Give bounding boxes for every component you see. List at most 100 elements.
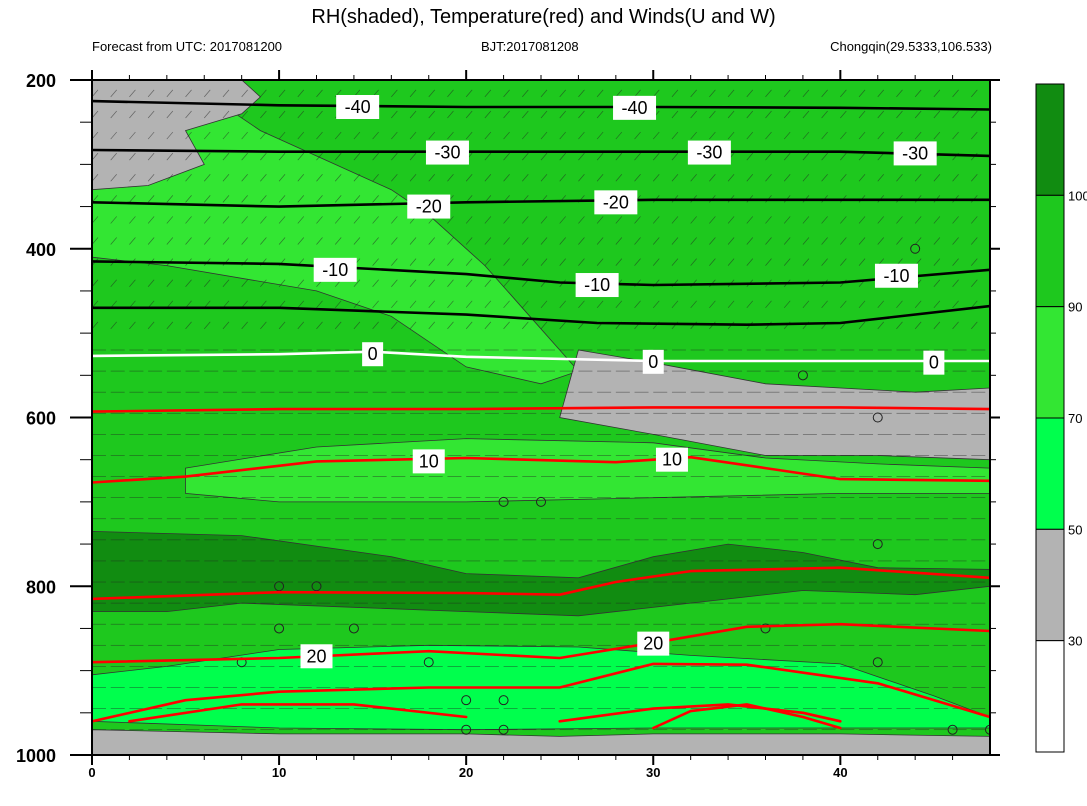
wind-barb	[185, 321, 192, 330]
contour-label-box	[874, 263, 918, 288]
wind-barb	[278, 279, 286, 287]
wind-barb	[596, 89, 604, 98]
wind-barb	[783, 131, 791, 140]
wind-barb	[952, 174, 959, 182]
wind-barb	[278, 195, 286, 203]
contour-label-box	[300, 644, 333, 669]
wind-barb	[353, 131, 361, 140]
wind-barbs	[92, 89, 990, 735]
wind-barb	[147, 321, 155, 330]
calm-wind-marker	[536, 496, 546, 507]
wind-barb	[522, 89, 529, 98]
rh-region-grey-mid-right	[559, 349, 990, 461]
wind-barb	[428, 131, 436, 140]
wind-barb	[559, 131, 566, 140]
wind-barb	[783, 258, 791, 266]
wind-barb	[522, 216, 529, 224]
wind-barb	[503, 216, 510, 224]
wind-barb	[297, 300, 305, 309]
wind-barb	[447, 216, 454, 224]
wind-barb	[559, 300, 566, 309]
wind-barb	[447, 174, 454, 182]
wind-barb	[578, 131, 585, 140]
wind-barb	[428, 300, 436, 309]
wind-barb	[316, 174, 323, 182]
calm-wind-marker	[348, 623, 359, 634]
wind-barb	[709, 110, 716, 119]
contour-label-box	[637, 631, 670, 656]
wind-barb	[147, 152, 155, 161]
wind-barb	[634, 131, 641, 140]
wind-barb	[578, 110, 585, 119]
wind-barb	[783, 174, 791, 182]
contour-label-box	[313, 257, 357, 282]
wind-barb	[166, 152, 174, 161]
wind-barb	[503, 279, 510, 287]
wind-barb	[334, 131, 342, 140]
contour-label: 20	[306, 646, 326, 666]
wind-barb	[222, 89, 230, 98]
wind-barb	[522, 152, 529, 161]
wind-barb	[933, 300, 941, 309]
wind-barb	[203, 279, 211, 287]
wind-barb	[690, 110, 697, 119]
wind-barb	[447, 131, 454, 140]
wind-barb	[821, 237, 828, 245]
contour-label-box	[594, 190, 638, 215]
wind-barb	[671, 300, 679, 309]
contour-label: -20	[603, 192, 629, 212]
wind-barb	[821, 300, 828, 309]
wind-barb	[147, 131, 155, 140]
wind-barb	[802, 152, 810, 161]
contour-label: -30	[902, 143, 928, 163]
wind-barb	[971, 237, 978, 245]
wind-barb	[634, 300, 641, 309]
temperature-contour	[92, 350, 990, 363]
colorbar-segment	[1035, 640, 1065, 753]
wind-barb	[447, 258, 454, 266]
wind-barb	[671, 110, 679, 119]
wind-barb	[971, 258, 978, 266]
wind-barb	[409, 321, 417, 330]
colorbar-tick-label: 100	[1068, 188, 1087, 203]
wind-barb	[933, 321, 941, 330]
wind-barb	[222, 195, 230, 203]
wind-barb	[877, 174, 885, 182]
wind-barb	[278, 152, 286, 161]
wind-barb	[540, 152, 548, 161]
contour-label: -20	[416, 197, 442, 217]
wind-barb	[372, 258, 379, 266]
wind-barb	[278, 174, 286, 182]
wind-barb	[185, 131, 192, 140]
wind-barb	[877, 300, 885, 309]
rh-region-grey-upper-left	[92, 80, 261, 191]
wind-barb	[933, 131, 941, 140]
wind-barb	[316, 195, 323, 203]
wind-barb	[522, 131, 529, 140]
wind-barb	[372, 321, 379, 330]
wind-barb	[765, 237, 772, 245]
wind-barb	[391, 279, 398, 287]
wind-barb	[746, 131, 754, 140]
wind-barb	[971, 300, 978, 309]
wind-barb	[559, 89, 566, 98]
calm-wind-marker	[423, 657, 434, 668]
wind-barb	[260, 131, 267, 140]
wind-barb	[241, 216, 248, 224]
wind-barb	[765, 216, 772, 224]
temperature-contour	[92, 260, 990, 287]
wind-barb	[166, 279, 174, 287]
wind-barb	[690, 258, 697, 266]
contour-label-box	[575, 273, 619, 298]
wind-barb	[297, 131, 305, 140]
wind-barb	[746, 258, 754, 266]
wind-barb	[353, 195, 361, 203]
wind-barb	[821, 110, 828, 119]
wind-barb	[783, 89, 791, 98]
wind-barb	[316, 89, 323, 98]
wind-barb	[503, 152, 510, 161]
wind-barb	[278, 131, 286, 140]
wind-barb	[166, 195, 174, 203]
wind-barb	[971, 216, 978, 224]
calm-wind-marker	[947, 724, 958, 735]
